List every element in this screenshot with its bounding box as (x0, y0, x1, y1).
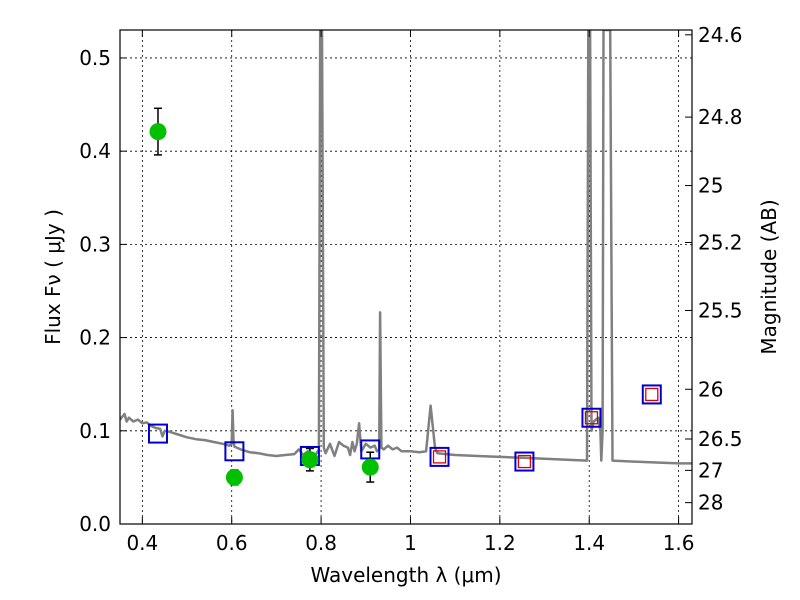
x-tick-label: 1.2 (484, 531, 516, 555)
x-tick-label: 1.6 (663, 531, 695, 555)
observed-point (301, 451, 319, 469)
y-tick-labels: 0.0 0.1 0.2 0.3 0.4 0.5 (79, 46, 111, 536)
model-band-square (147, 423, 168, 444)
model-band-inner-square (584, 411, 599, 425)
mag-tick-label: 25.5 (698, 298, 743, 322)
mag-tick-label: 25.2 (698, 231, 743, 255)
observed-point (225, 468, 243, 486)
model-spectrum-line (120, 30, 692, 465)
model-band-square (641, 384, 662, 405)
mag-tick-label: 24.8 (698, 105, 743, 129)
mag-tick-label: 26.5 (698, 427, 743, 451)
plot-area (120, 30, 692, 486)
grid (120, 30, 692, 525)
model-band-inner-square (432, 450, 447, 464)
y-axis-label: Flux Fν ( μJy ) (41, 209, 65, 345)
plot-frame (119, 29, 693, 525)
model-band-points (147, 384, 662, 472)
axis-ticks (120, 30, 692, 525)
right-axis-label: Magnitude (AB) (757, 199, 781, 354)
x-tick-label: 1.4 (573, 531, 605, 555)
y-tick-label: 0.5 (79, 46, 111, 70)
model-band-inner-square (645, 387, 659, 402)
mag-tick-label: 28 (698, 491, 723, 515)
model-band-square (224, 441, 245, 462)
observed-point (149, 123, 167, 141)
mag-tick-label: 26 (698, 377, 723, 401)
model-band-square (514, 451, 535, 472)
y-tick-label: 0.2 (79, 326, 111, 350)
y-tick-label: 0.1 (79, 419, 111, 443)
x-tick-label: 0.8 (305, 531, 337, 555)
x-axis-label: Wavelength λ (μm) (310, 563, 501, 587)
x-tick-label: 0.4 (126, 531, 158, 555)
y-tick-label: 0.3 (79, 232, 111, 256)
observed-points (149, 107, 379, 486)
mag-tick-label: 27 (698, 458, 723, 482)
x-tick-labels: 0.4 0.6 0.8 1 1.2 1.4 1.6 (126, 531, 694, 555)
magnitude-tick-labels: 24.6 24.8 25 25.2 25.5 26 26.5 27 28 (698, 23, 743, 515)
x-tick-label: 0.6 (216, 531, 248, 555)
mag-tick-label: 25 (698, 174, 723, 198)
observed-point (361, 458, 379, 476)
mag-tick-label: 24.6 (698, 23, 743, 47)
x-tick-label: 1 (404, 531, 417, 555)
y-tick-label: 0.4 (79, 139, 111, 163)
y-tick-label: 0.0 (79, 512, 111, 536)
model-band-square (429, 446, 450, 467)
model-band-inner-square (517, 454, 532, 469)
model-band-square (581, 407, 602, 428)
